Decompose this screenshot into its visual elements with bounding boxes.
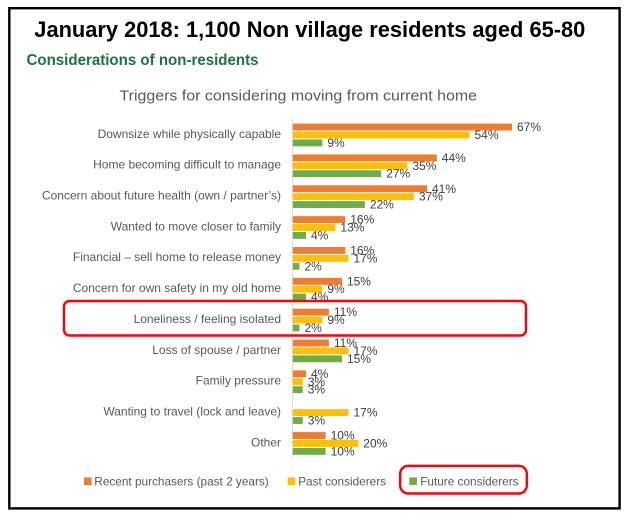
svg-text:17%: 17%	[353, 406, 377, 420]
svg-text:Home becoming difficult to man: Home becoming difficult to manage	[93, 158, 281, 172]
svg-text:37%: 37%	[419, 190, 443, 204]
svg-text:Wanting to travel (lock and le: Wanting to travel (lock and leave)	[103, 404, 281, 418]
svg-text:41%: 41%	[432, 182, 456, 196]
svg-text:11%: 11%	[334, 305, 357, 319]
svg-text:67%: 67%	[517, 120, 541, 134]
svg-text:2%: 2%	[304, 259, 322, 273]
svg-text:4%: 4%	[311, 228, 329, 242]
svg-text:Other: Other	[251, 435, 281, 449]
svg-text:Loneliness / feeling isolated: Loneliness / feeling isolated	[134, 312, 281, 326]
svg-text:11%: 11%	[334, 336, 357, 350]
svg-text:44%: 44%	[442, 151, 466, 165]
svg-text:Future considerers: Future considerers	[420, 475, 518, 489]
svg-text:22%: 22%	[370, 198, 394, 212]
svg-text:54%: 54%	[474, 128, 498, 142]
svg-text:Downsize while physically capa: Downsize while physically capable	[98, 127, 282, 141]
svg-text:Past considerers: Past considerers	[298, 475, 386, 489]
svg-text:16%: 16%	[350, 243, 374, 257]
svg-text:27%: 27%	[386, 167, 410, 181]
svg-text:16%: 16%	[350, 213, 374, 227]
svg-text:4%: 4%	[311, 367, 329, 381]
svg-text:3%: 3%	[308, 414, 326, 428]
svg-text:Loss of spouse / partner: Loss of spouse / partner	[152, 343, 281, 357]
svg-text:January 2018: 1,100 Non villag: January 2018: 1,100 Non village resident…	[34, 17, 585, 42]
svg-text:10%: 10%	[331, 444, 355, 458]
svg-text:9%: 9%	[327, 282, 345, 296]
svg-text:Concern for own safety in my o: Concern for own safety in my old home	[73, 281, 281, 295]
svg-text:20%: 20%	[363, 436, 387, 450]
svg-text:9%: 9%	[327, 313, 345, 327]
svg-text:13%: 13%	[340, 221, 364, 235]
svg-text:17%: 17%	[353, 344, 377, 358]
svg-text:3%: 3%	[308, 383, 326, 397]
svg-text:9%: 9%	[327, 136, 345, 150]
svg-text:15%: 15%	[347, 352, 371, 366]
svg-text:Financial – sell home to relea: Financial – sell home to release money	[73, 250, 281, 264]
svg-text:15%: 15%	[347, 274, 371, 288]
svg-text:Concern about future health (o: Concern about future health (own / partn…	[42, 189, 281, 203]
svg-text:10%: 10%	[331, 429, 355, 443]
svg-text:Triggers for considering movin: Triggers for considering moving from cur…	[120, 87, 478, 104]
svg-text:Family pressure: Family pressure	[196, 374, 282, 388]
svg-text:3%: 3%	[308, 375, 326, 389]
svg-text:35%: 35%	[412, 159, 436, 173]
svg-text:Recent purchasers (past 2 year: Recent purchasers (past 2 years)	[94, 475, 268, 489]
svg-text:2%: 2%	[304, 321, 322, 335]
svg-text:17%: 17%	[353, 251, 377, 265]
svg-text:Considerations of non-resident: Considerations of non-residents	[27, 52, 259, 69]
svg-text:Wanted to move closer to famil: Wanted to move closer to family	[111, 219, 281, 233]
